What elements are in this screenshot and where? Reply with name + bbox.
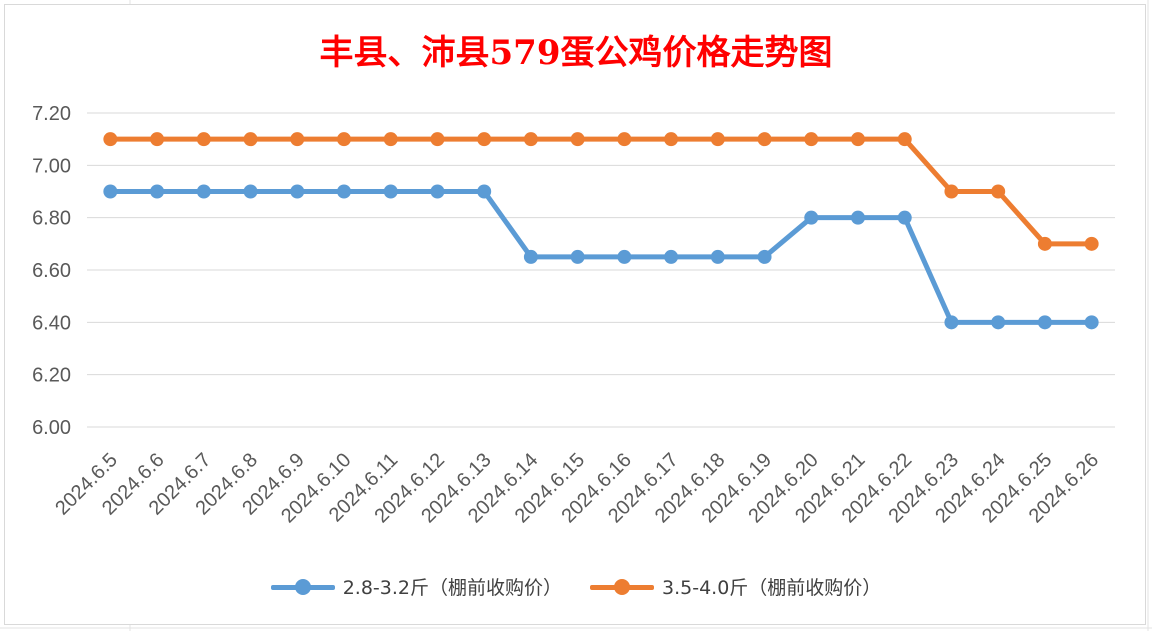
data-point-series-1 [991,315,1006,330]
data-point-series-2 [617,132,632,147]
series-line-1 [107,189,1095,325]
data-point-series-1 [383,184,398,199]
data-point-series-1 [477,184,492,199]
chart-area[interactable]: 丰县、沛县579蛋公鸡价格走势图 6.00 6.20 6.40 6.60 6.80 7.0… [4,4,1146,625]
data-point-series-1 [1037,315,1052,330]
data-point-series-2 [1037,236,1052,251]
data-point-series-1 [851,210,865,225]
legend-label-series-1: 2.8-3.2斤（棚前收购价） [342,577,562,599]
data-point-series-2 [290,132,305,147]
data-point-series-2 [570,132,585,147]
data-point-series-2 [710,132,725,147]
data-point-series-2 [851,132,865,147]
plot-area: 6.006.206.406.606.807.007.202024.6.52024… [32,103,1115,527]
data-point-series-2 [196,132,211,147]
legend-swatch-series-2 [590,577,654,597]
data-point-series-2 [103,132,118,147]
y-tick-label: 6.60 [32,260,71,282]
chart-title: 丰县、沛县579蛋公鸡价格走势图 [319,33,833,73]
data-point-series-1 [430,184,445,199]
data-point-series-2 [804,132,819,147]
data-point-series-2 [430,132,445,147]
data-point-series-2 [150,132,165,147]
data-point-series-2 [664,132,679,147]
legend-label-series-2: 3.5-4.0斤（棚前收购价） [662,577,882,599]
data-point-series-1 [1084,315,1099,330]
y-tick-label: 6.20 [32,365,71,387]
data-point-series-2 [523,132,538,147]
y-tick-label: 6.80 [32,208,71,230]
data-point-series-2 [1084,236,1099,251]
data-point-series-1 [617,249,632,264]
data-point-series-1 [710,249,725,264]
legend-item-series-1[interactable]: 2.8-3.2斤（棚前收购价） [270,573,562,600]
data-point-series-1 [757,249,772,264]
data-point-series-1 [290,184,305,199]
data-point-series-1 [570,249,585,264]
data-point-series-1 [103,184,118,199]
data-point-series-1 [337,184,351,199]
legend-item-series-2[interactable]: 3.5-4.0斤（棚前收购价） [590,573,881,600]
data-point-series-2 [477,132,492,147]
data-point-series-1 [523,249,538,264]
y-tick-label: 7.20 [32,103,71,125]
data-point-series-2 [991,184,1006,199]
y-tick-label: 6.00 [32,417,71,439]
data-point-series-1 [664,249,679,264]
data-point-series-1 [897,210,912,225]
data-point-series-2 [337,132,351,147]
y-tick-label: 7.00 [32,155,71,177]
data-point-series-1 [804,210,819,225]
data-point-series-2 [757,132,772,147]
data-point-series-1 [196,184,211,199]
y-tick-label: 6.40 [32,312,71,334]
data-point-series-2 [944,184,959,199]
data-point-series-1 [150,184,165,199]
data-point-series-2 [243,132,258,147]
legend: 2.8-3.2斤（棚前收购价） 3.5-4.0斤（棚前收购价） [5,573,1147,600]
series-line-2 [107,136,1095,247]
legend-swatch-series-1 [270,577,335,597]
data-point-series-2 [897,132,912,147]
data-point-series-1 [944,315,959,330]
data-point-series-2 [383,132,398,147]
data-point-series-1 [243,184,258,199]
